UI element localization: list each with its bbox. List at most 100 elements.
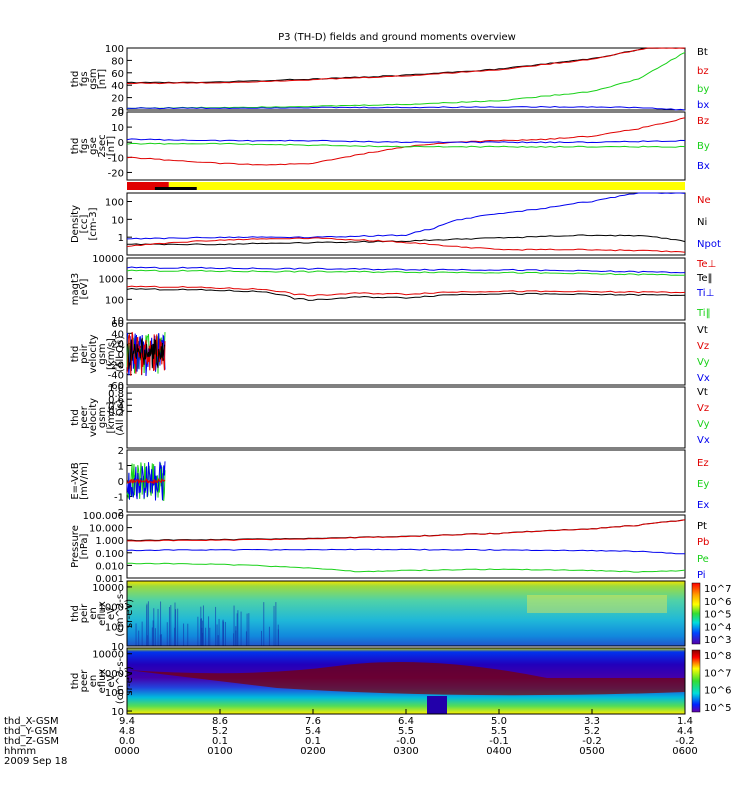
series-Ni xyxy=(127,234,686,246)
panel-9: 10^7 10^6 10^510^4 10^3 10000 1000 100 10 thdpei… xyxy=(70,580,731,653)
y-tick-label: -2 xyxy=(114,508,124,519)
legend-Pb: Pb xyxy=(697,537,709,548)
mode-bar-segment xyxy=(168,182,686,190)
x-axis-value: 1.4 xyxy=(677,716,693,727)
x-axis-row-label: hhmm xyxy=(4,746,36,757)
legend-Vt: Vt xyxy=(697,325,708,336)
y-tick-label: 100 xyxy=(105,198,124,209)
y-tick-label: 100.000 xyxy=(83,511,124,522)
y-tick-label: 1.0 xyxy=(108,383,124,394)
x-axis-value: 5.5 xyxy=(491,726,507,737)
x-axis-value: 0400 xyxy=(486,746,511,757)
legend-Vy: Vy xyxy=(697,419,710,430)
panel-frame xyxy=(126,111,686,181)
panel-2 xyxy=(127,182,686,190)
y-axis-label: Density[cc][cm-3] xyxy=(70,205,99,243)
panel-3: 100 10 1 Density[cc][cm-3] Ne Ni Npot xyxy=(70,192,721,256)
x-axis-value: 0200 xyxy=(300,746,325,757)
panel-10: 10^8 10^7 10^6 10^5 10000 1000 100 10 thdpeerene… xyxy=(70,647,731,718)
x-axis-value: 0300 xyxy=(393,746,418,757)
x-axis-row-label: thd_Z-GSM xyxy=(4,736,59,747)
y-axis-label: thdpeerenefluxeV(cm^2-s-sr-eV) xyxy=(70,657,135,704)
legend-Bz: Bz xyxy=(697,116,709,127)
x-axis-value: -0.2 xyxy=(675,736,695,747)
legend-Ti⊥: Ti⊥ xyxy=(696,288,714,299)
x-axis-labels: thd_X-GSM 9.4 8.6 7.6 6.4 5.0 3.3 1.4 thd_Y-GSM 4… xyxy=(4,709,698,767)
y-tick-label: 0.2 xyxy=(108,407,124,418)
y-axis-label: thdpeervelocitygsm[km/s](All Qs) xyxy=(70,398,126,437)
colorbar-label: 10^7 xyxy=(704,668,731,679)
y-tick-label: 0.4 xyxy=(108,401,124,412)
y-tick-label: -60 xyxy=(108,381,124,392)
legend-Vz: Vz xyxy=(697,403,709,414)
colorbar-label: 10^3 xyxy=(704,635,731,646)
y-tick-label: 40 xyxy=(111,329,124,340)
panel-frame xyxy=(126,192,686,256)
legend-Ti‖: Ti‖ xyxy=(696,308,711,319)
burst-trace xyxy=(126,332,166,377)
y-tick-label: -1 xyxy=(114,493,124,504)
x-axis-value: 0100 xyxy=(207,746,232,757)
y-tick-label: 10 xyxy=(111,642,124,653)
y-tick-label: 60 xyxy=(111,319,124,330)
burst-trace xyxy=(126,337,166,370)
x-axis-value: -0.1 xyxy=(489,736,509,747)
y-tick-label: 1000 xyxy=(99,275,124,286)
x-axis-value: 0500 xyxy=(579,746,604,757)
panel-frame xyxy=(126,386,686,449)
colorbar-label: 10^6 xyxy=(704,597,731,608)
legend-Ez: Ez xyxy=(697,458,709,469)
legend-Ni: Ni xyxy=(697,217,707,228)
y-tick-label: 0 xyxy=(118,477,124,488)
series-Pt xyxy=(126,519,686,542)
legend-By: By xyxy=(697,141,710,152)
panel-frame xyxy=(126,322,686,386)
y-tick-label: 80 xyxy=(111,56,124,67)
y-tick-label: 1000 xyxy=(99,669,124,680)
legend-Vz: Vz xyxy=(697,341,709,352)
x-axis-value: 9.4 xyxy=(119,716,135,727)
y-tick-label: 100 xyxy=(105,44,124,55)
colorbar-label: 10^4 xyxy=(704,622,731,633)
burst-trace xyxy=(126,461,166,501)
legend-bx: bx xyxy=(697,100,709,111)
y-tick-label: 1 xyxy=(118,233,124,244)
y-axis-label: Pressure[nPa] xyxy=(70,525,90,568)
x-axis-value: 0.0 xyxy=(119,736,135,747)
x-axis-value: 4.4 xyxy=(677,726,693,737)
legend-Bx: Bx xyxy=(697,161,710,172)
series-Te‖ xyxy=(126,287,686,301)
x-axis-value: 0.1 xyxy=(212,736,228,747)
y-axis-label: thdpeirvelocitygsm[km/s](All Qs) xyxy=(70,334,126,373)
series-By xyxy=(126,142,686,148)
y-tick-label: 10.000 xyxy=(89,524,124,535)
series-Pe xyxy=(126,562,686,573)
legend-Pt: Pt xyxy=(697,521,707,532)
y-axis-label: magt3[eV] xyxy=(70,273,90,306)
y-tick-label: 10000 xyxy=(92,583,124,594)
legend-Pi: Pi xyxy=(697,570,706,581)
y-tick-label: 0 xyxy=(118,350,124,361)
spectrogram xyxy=(127,581,685,646)
x-axis-value: 4.8 xyxy=(119,726,135,737)
x-axis-value: 3.3 xyxy=(584,716,600,727)
y-tick-label: 10 xyxy=(111,316,124,327)
burst-trace xyxy=(127,477,166,485)
x-axis-value: 0.1 xyxy=(305,736,321,747)
series-Pi xyxy=(126,548,685,555)
legend-Npot: Npot xyxy=(697,239,721,250)
y-tick-label: 10 xyxy=(111,215,124,226)
panel-1: 20 10 0 -10 -20 thdfgsgse2sec[nT] Bz By Bx xyxy=(70,108,710,181)
legend-Vx: Vx xyxy=(697,435,710,446)
panel-6: 1.00.80.60.40.2thdpeervelocitygsm[km/s](… xyxy=(70,383,710,449)
x-axis-value: 5.2 xyxy=(584,726,600,737)
panel-7: 2 1 0 -1 -2 E=-VxB[mV/m] Ez Ey Ex xyxy=(70,446,709,519)
y-axis-label: E=-VxB[mV/m] xyxy=(70,462,90,500)
legend-Bt: Bt xyxy=(697,47,708,58)
y-tick-label: 20 xyxy=(111,340,124,351)
legend-Pe: Pe xyxy=(697,554,709,565)
x-axis-value: 8.6 xyxy=(212,716,228,727)
